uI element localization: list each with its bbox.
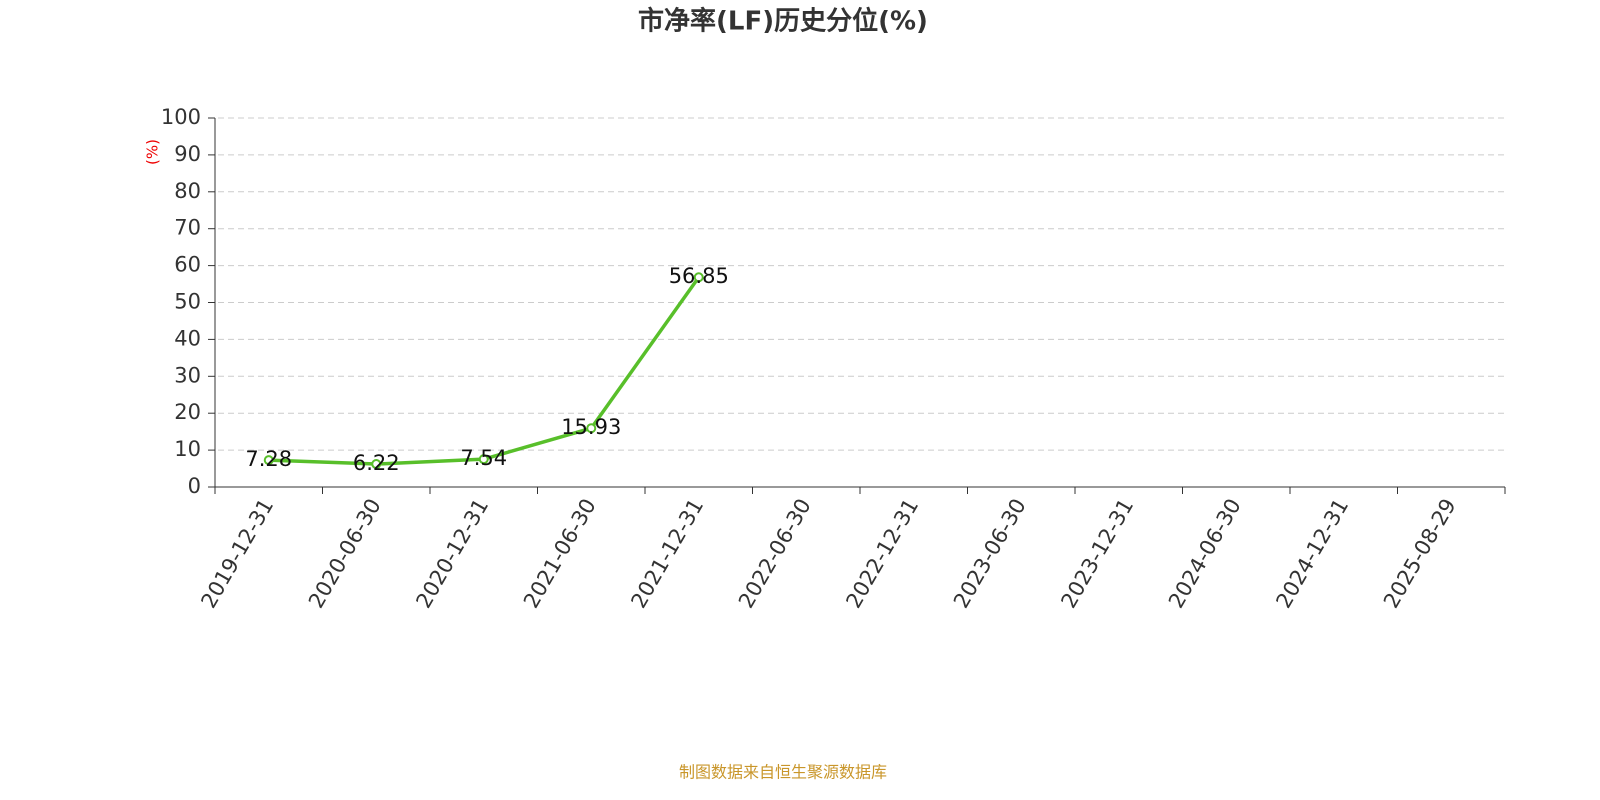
x-tick-label: 2019-12-31 xyxy=(196,495,278,613)
x-tick-label: 2022-12-31 xyxy=(841,495,923,613)
y-tick-label: 50 xyxy=(174,290,201,314)
x-tick-label: 2021-06-30 xyxy=(519,495,601,613)
x-tick-label: 2021-12-31 xyxy=(626,495,708,613)
chart-title: 市净率(LF)历史分位(%) xyxy=(638,6,928,37)
data-label: 6.22 xyxy=(353,451,400,475)
point xyxy=(478,454,489,465)
source-note: 制图数据来自恒生聚源数据库 xyxy=(679,763,887,782)
line xyxy=(268,276,701,466)
y-tick-label: 10 xyxy=(174,437,201,461)
y-tick-label: 30 xyxy=(174,363,201,387)
point xyxy=(586,423,597,434)
point xyxy=(263,455,274,466)
x-tick-label: 2023-12-31 xyxy=(1056,495,1138,613)
x-tick-label: 2024-06-30 xyxy=(1164,495,1246,613)
point xyxy=(371,459,382,470)
y-tick-label: 20 xyxy=(174,400,201,424)
y-tick-label: 80 xyxy=(174,179,201,203)
y-tick-label: 90 xyxy=(174,142,201,166)
x-tick-label: 2020-06-30 xyxy=(304,495,386,613)
point xyxy=(693,272,704,283)
x-tick-label: 2023-06-30 xyxy=(949,495,1031,613)
data-label: 7.28 xyxy=(245,447,292,471)
y-tick-label: 60 xyxy=(174,253,201,277)
y-tick-label: 100 xyxy=(161,105,201,129)
x-tick-label: 2020-12-31 xyxy=(411,495,493,613)
data-label: 15.93 xyxy=(561,415,621,439)
x-tick-label: 2025-08-29 xyxy=(1379,495,1461,613)
y-tick-label: 70 xyxy=(174,216,201,240)
x-tick-label: 2022-06-30 xyxy=(734,495,816,613)
data-label: 56.85 xyxy=(669,264,729,288)
y-tick-label: 0 xyxy=(188,474,201,498)
y-tick-label: 40 xyxy=(174,326,201,350)
x-tick-label: 2024-12-31 xyxy=(1271,495,1353,613)
data-label: 7.54 xyxy=(460,446,507,470)
y-axis-label: (%) xyxy=(144,139,162,165)
